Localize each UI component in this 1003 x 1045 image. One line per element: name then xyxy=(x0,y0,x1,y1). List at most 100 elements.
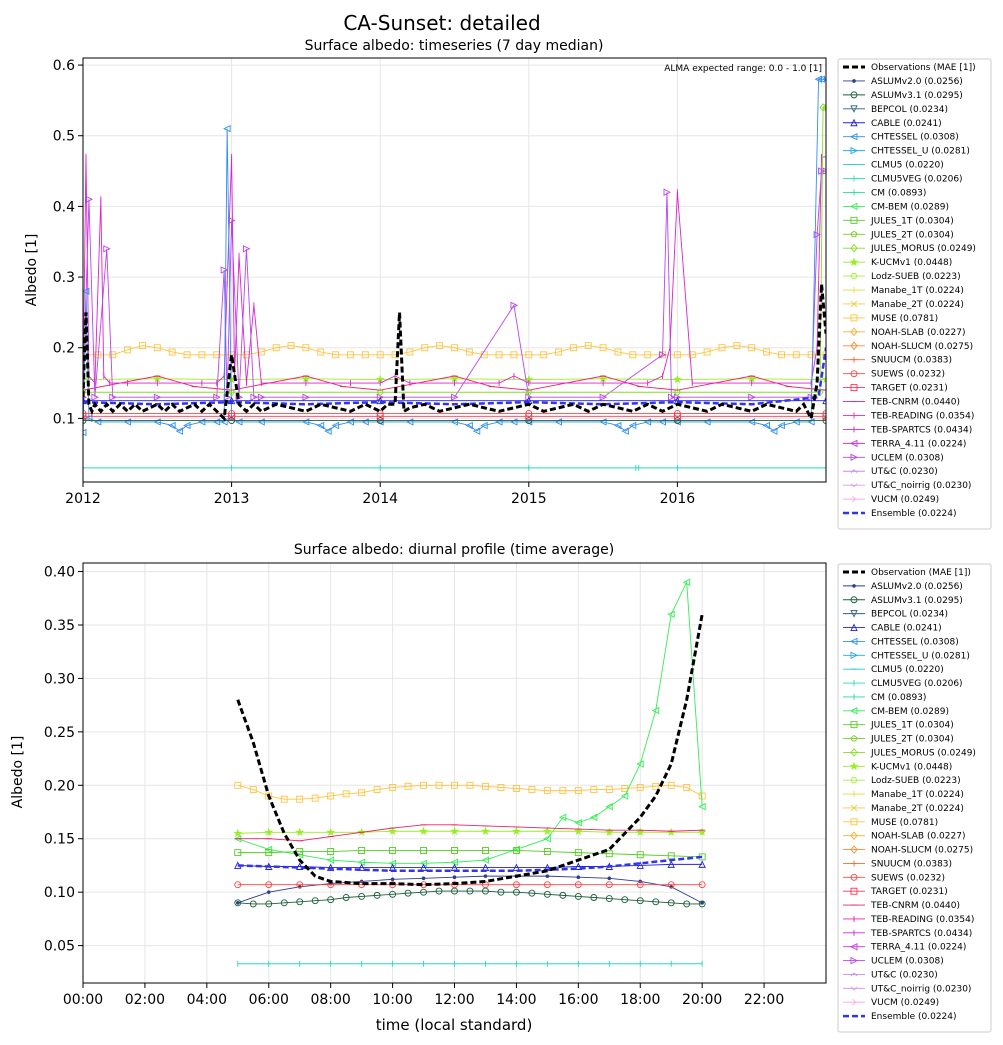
data-point xyxy=(543,881,551,889)
legend-entry: TEB-CNRM (0.0440) xyxy=(843,398,960,408)
data-point xyxy=(667,899,675,907)
data-point xyxy=(574,849,582,857)
data-point xyxy=(465,421,473,430)
legend-entry: CM (0.0893) xyxy=(843,693,926,703)
data-point xyxy=(574,818,582,827)
legend-entry: MUSE (0.0781) xyxy=(843,818,938,828)
legend-entry: Observations (MAE [1]) xyxy=(843,63,976,73)
data-point xyxy=(667,852,675,860)
data-point xyxy=(574,787,582,795)
data-point xyxy=(483,874,488,878)
data-point xyxy=(376,387,384,397)
data-point xyxy=(257,393,266,401)
legend-entry: K-UCMv1 (0.0448) xyxy=(843,761,952,772)
legend-label: ASLUMv3.1 (0.0295) xyxy=(871,596,963,606)
data-point xyxy=(682,578,691,586)
data-point xyxy=(497,888,505,896)
legend-entry: VUCM (0.0249) xyxy=(843,998,939,1008)
data-point xyxy=(822,417,826,424)
legend-label: BEPCOL (0.0234) xyxy=(871,105,948,115)
data-point xyxy=(589,813,598,822)
legend-marker xyxy=(852,79,856,83)
data-point xyxy=(659,351,667,359)
data-point xyxy=(748,344,756,352)
data-point xyxy=(466,887,474,895)
series-line xyxy=(237,830,703,834)
data-point xyxy=(673,387,681,397)
data-point xyxy=(510,301,518,310)
y-tick-label: 0.20 xyxy=(44,778,75,794)
data-point xyxy=(272,344,280,352)
x-tick-label: 06:00 xyxy=(249,992,289,1008)
data-point xyxy=(590,894,598,901)
data-point xyxy=(376,417,384,424)
legend-entry: NOAH-SLAB (0.0227) xyxy=(843,327,965,338)
data-point xyxy=(234,849,242,857)
series-line xyxy=(83,78,826,433)
legend-marker xyxy=(850,453,859,462)
data-point xyxy=(621,427,629,435)
legend-entry: JULES_2T (0.0304) xyxy=(843,230,954,240)
legend-marker xyxy=(850,818,858,826)
legend-label: Observation (MAE [1]) xyxy=(871,568,971,578)
data-point xyxy=(420,847,427,854)
data-point xyxy=(451,781,458,789)
legend-label: TARGET (0.0231) xyxy=(870,384,948,394)
y-tick-label: 0.1 xyxy=(53,411,75,427)
timeseries-ylabel: Albedo [1] xyxy=(24,234,40,307)
data-point xyxy=(584,342,592,350)
data-point xyxy=(296,881,304,889)
data-point xyxy=(233,828,243,838)
data-point xyxy=(819,103,826,112)
data-point xyxy=(605,895,613,903)
data-point xyxy=(406,348,414,356)
x-tick-label: 18:00 xyxy=(620,992,660,1008)
legend-label: CM (0.0893) xyxy=(871,693,926,703)
legend-marker xyxy=(850,734,858,742)
legend-marker xyxy=(849,257,859,266)
legend-label: CHTESSEL (0.0308) xyxy=(871,133,959,143)
data-point xyxy=(574,881,582,889)
data-point xyxy=(512,847,520,854)
data-point xyxy=(389,783,397,791)
diurnal-plot-area xyxy=(233,578,707,967)
legend-entry: TEB-CNRM (0.0440) xyxy=(843,901,960,911)
data-point xyxy=(769,427,778,435)
data-point xyxy=(347,351,354,359)
legend-label: TERRA_4.11 (0.0224) xyxy=(870,439,966,449)
legend-entry: CM-BEM (0.0289) xyxy=(843,202,949,212)
legend-entry: TEB-READING (0.0354) xyxy=(843,915,974,925)
timeseries-legend: Observations (MAE [1]) ASLUMv2.0 (0.0256)… xyxy=(837,58,992,530)
series-line xyxy=(237,850,703,858)
data-point xyxy=(358,892,366,900)
legend-entry: Manabe_1T (0.0224) xyxy=(843,790,964,800)
data-point xyxy=(472,427,481,435)
legend-label: TERRA_4.11 (0.0224) xyxy=(870,943,966,953)
data-point xyxy=(525,351,533,359)
series-jules-1t-0-0304 xyxy=(234,847,706,861)
data-point xyxy=(103,245,111,253)
legend-entry: TERRA_4.11 (0.0224) xyxy=(843,439,966,449)
data-point xyxy=(697,827,707,837)
data-point xyxy=(605,881,613,889)
legend-label: SNUUCM (0.0383) xyxy=(871,859,952,869)
legend-label: CABLE (0.0241) xyxy=(871,624,942,634)
x-tick-label: 2016 xyxy=(660,491,696,507)
series-clmu5veg-0-0206 xyxy=(83,464,826,471)
series-teb-cnrm-0-0440 xyxy=(234,824,706,842)
data-point xyxy=(667,860,675,868)
data-point xyxy=(266,890,271,894)
data-point xyxy=(555,348,562,356)
data-point xyxy=(542,826,552,835)
data-point xyxy=(404,889,412,897)
legend-entry: TARGET (0.0231) xyxy=(843,384,948,394)
data-point xyxy=(234,881,242,889)
data-point xyxy=(481,826,490,835)
legend-label: CM (0.0893) xyxy=(871,188,926,198)
legend-marker xyxy=(850,651,859,660)
legend-entry: CHTESSEL (0.0308) xyxy=(843,133,959,143)
data-point xyxy=(628,421,637,430)
data-point xyxy=(807,351,815,359)
series-line xyxy=(236,614,704,887)
legend-marker xyxy=(849,132,858,141)
